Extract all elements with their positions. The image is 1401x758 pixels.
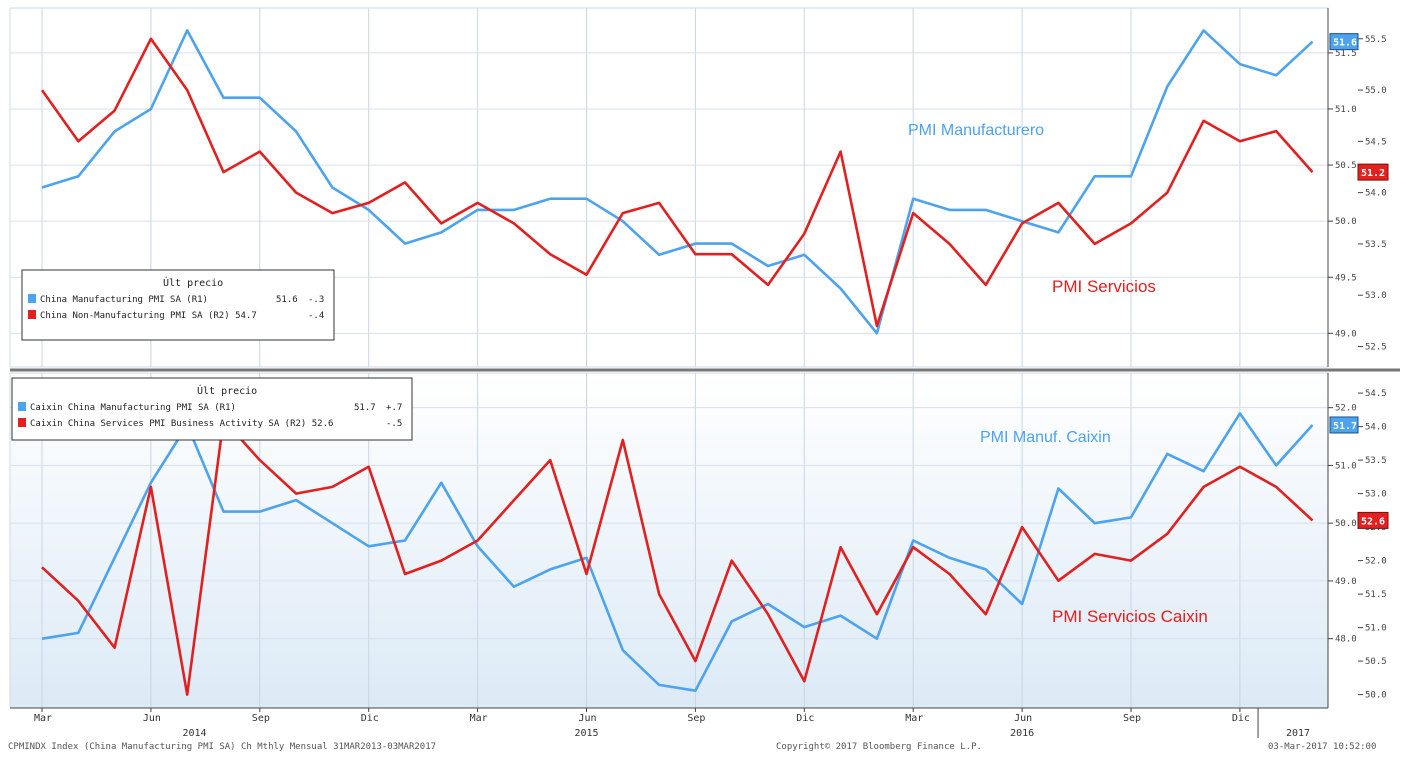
legend-value: 51.7 [354,403,376,413]
legend-label: Caixin China Services PMI Business Activ… [30,419,333,429]
legend-box [21,269,335,341]
legend-swatch [18,402,26,411]
footer-copyright: Copyright© 2017 Bloomberg Finance L.P. [776,742,982,752]
annotation-blue: PMI Manufacturero [908,122,1044,139]
legend-header: Últ precio [163,276,223,289]
tick-label-outer: 52.0 [1365,557,1387,567]
tick-label-outer: 50.5 [1365,657,1387,667]
legend-change: -.4 [308,311,324,321]
legend-change: -.3 [308,295,324,305]
x-year-label: 2017 [1286,728,1310,739]
tick-label-inner: 52.0 [1335,404,1357,414]
tick-label-outer: 51.0 [1365,624,1387,634]
legend-swatch [28,310,36,319]
x-tick-label: Jun [143,713,161,724]
tick-label-outer: 50.0 [1365,691,1387,701]
last-value-badge-red [1357,163,1389,181]
tick-label-outer: 52.5 [1365,342,1387,352]
x-tick-label: Dic [1232,713,1250,724]
tick-label-inner: 48.0 [1335,635,1357,645]
tick-label-inner: 49.5 [1335,273,1357,283]
legend-change: +.7 [386,403,402,413]
tick-label-outer: 54.0 [1365,423,1387,433]
tick-label-outer: 51.5 [1365,590,1387,600]
annotation-red: PMI Servicios [1052,277,1156,296]
tick-label-outer: 55.0 [1365,86,1387,96]
tick-label-inner: 51.0 [1335,461,1357,471]
x-tick-label: Sep [1123,713,1141,724]
tick-label-inner: 51.5 [1335,49,1357,59]
x-tick-label: Jun [1014,713,1032,724]
annotation-red: PMI Servicios Caixin [1052,607,1208,626]
tick-label-outer: 53.5 [1365,240,1387,250]
last-value-red: 51.2 [1361,168,1385,179]
tick-label-outer: 55.5 [1365,35,1387,45]
tick-label-outer: 54.5 [1365,389,1387,399]
tick-label-outer: 53.0 [1365,490,1387,500]
legend-label: China Non-Manufacturing PMI SA (R2) 54.7 [40,311,257,321]
legend-label: Caixin China Manufacturing PMI SA (R1) [30,403,236,413]
footer-timestamp: 03-Mar-2017 10:52:00 [1268,742,1377,752]
tick-label-outer: 53.0 [1365,291,1387,301]
legend-change: -.5 [386,419,402,429]
legend-swatch [18,418,26,427]
legend-header: Últ precio [197,384,257,397]
tick-label-inner: 50.0 [1335,217,1357,227]
x-year-label: 2014 [182,728,206,739]
x-tick-label: Sep [687,713,705,724]
tick-label-inner: 50.5 [1335,161,1357,171]
last-value-badge-blue [1329,416,1359,434]
tick-label-outer: 54.5 [1365,137,1387,147]
tick-label-outer: 53.5 [1365,456,1387,466]
last-value-blue: 51.6 [1333,38,1357,49]
x-tick-label: Dic [361,713,379,724]
annotation-blue: PMI Manuf. Caixin [980,429,1111,446]
tick-label-inner: 51.0 [1335,105,1357,115]
legend-box [11,377,413,441]
legend-swatch [28,294,36,303]
legend-value: 51.6 [276,295,298,305]
x-tick-label: Jun [579,713,597,724]
tick-label-inner: 49.0 [1335,577,1357,587]
series-line [41,418,1314,696]
tick-label-inner: 50.0 [1335,519,1357,529]
x-year-label: 2016 [1010,728,1034,739]
x-tick-label: Mar [34,713,52,724]
x-tick-label: Dic [796,713,814,724]
series-line [41,29,1314,335]
legend-label: China Manufacturing PMI SA (R1) [40,295,208,305]
x-tick-label: Mar [905,713,923,724]
series-line [41,412,1314,693]
last-value-blue: 51.7 [1333,421,1357,432]
last-value-red: 52.6 [1361,516,1385,527]
last-value-badge-blue [1329,33,1359,51]
x-tick-label: Mar [470,713,488,724]
tick-label-inner: 49.0 [1335,329,1357,339]
last-value-badge-red [1357,511,1389,529]
series-line [40,37,1314,328]
x-tick-label: Sep [252,713,270,724]
tick-label-outer: 54.0 [1365,189,1387,199]
footer-source: CPMINDX Index (China Manufacturing PMI S… [8,742,437,752]
x-year-label: 2015 [575,728,599,739]
